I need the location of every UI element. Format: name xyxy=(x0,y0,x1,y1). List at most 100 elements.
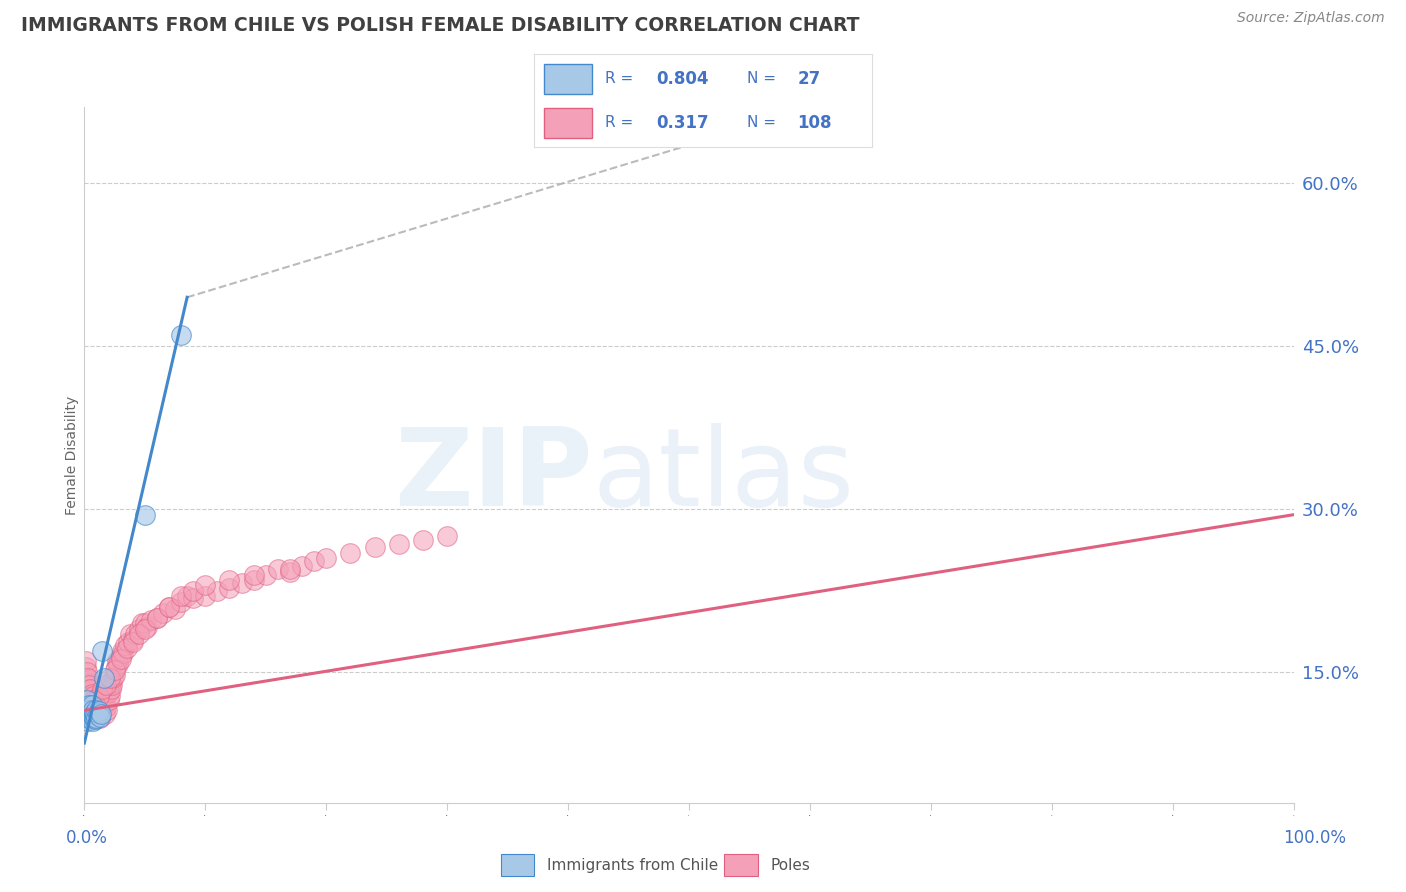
Point xyxy=(93,690,115,704)
Point xyxy=(94,696,117,710)
Point xyxy=(218,581,240,595)
Point xyxy=(91,681,114,696)
Point xyxy=(83,692,105,706)
Text: ZIP: ZIP xyxy=(394,423,592,529)
Point xyxy=(97,685,120,699)
Point xyxy=(80,710,103,724)
Text: 0.804: 0.804 xyxy=(655,70,709,87)
Point xyxy=(84,703,107,717)
Text: 27: 27 xyxy=(797,70,821,87)
Point xyxy=(388,537,411,551)
Point xyxy=(302,554,325,568)
Point xyxy=(79,681,101,696)
Point xyxy=(231,576,253,591)
FancyBboxPatch shape xyxy=(544,64,592,94)
Point xyxy=(82,703,104,717)
Point xyxy=(77,698,100,712)
Point xyxy=(152,606,174,620)
Point xyxy=(121,632,143,647)
Point xyxy=(79,712,101,726)
Point xyxy=(104,663,127,677)
Point xyxy=(111,643,134,657)
Point xyxy=(97,692,120,706)
Point xyxy=(110,652,132,666)
Text: N =: N = xyxy=(747,115,780,130)
Point xyxy=(75,660,97,674)
Point xyxy=(254,567,277,582)
Point xyxy=(136,620,159,634)
Point xyxy=(181,591,204,606)
Point xyxy=(98,690,121,704)
Point xyxy=(89,703,111,717)
Text: N =: N = xyxy=(747,71,780,87)
Point xyxy=(82,692,104,706)
Point xyxy=(94,706,117,721)
Y-axis label: Female Disability: Female Disability xyxy=(65,395,79,515)
Point xyxy=(134,508,156,522)
Point xyxy=(110,648,132,663)
Point xyxy=(107,657,129,671)
Point xyxy=(87,706,110,721)
Point xyxy=(267,562,290,576)
Point xyxy=(96,703,118,717)
Point xyxy=(80,698,103,712)
Text: 0.317: 0.317 xyxy=(655,114,709,132)
Point xyxy=(278,566,301,580)
Point xyxy=(120,627,142,641)
Text: R =: R = xyxy=(605,71,638,87)
Point xyxy=(84,711,107,725)
Point xyxy=(77,678,100,692)
Point xyxy=(242,573,264,587)
Point xyxy=(139,613,162,627)
Point xyxy=(115,641,138,656)
FancyBboxPatch shape xyxy=(724,855,758,876)
Point xyxy=(291,558,314,573)
Point xyxy=(100,676,122,690)
Point xyxy=(207,583,229,598)
Point xyxy=(87,698,110,712)
Point xyxy=(90,700,112,714)
Point xyxy=(100,681,122,696)
Point xyxy=(86,706,108,720)
Point xyxy=(86,703,108,717)
Point xyxy=(82,690,104,704)
Point xyxy=(84,706,107,721)
Point xyxy=(94,700,117,714)
Point xyxy=(94,687,117,701)
Point xyxy=(104,660,127,674)
Point xyxy=(86,700,108,714)
Text: 100.0%: 100.0% xyxy=(1284,829,1346,847)
Point xyxy=(83,708,105,723)
FancyBboxPatch shape xyxy=(544,108,592,138)
Point xyxy=(89,710,111,724)
Point xyxy=(77,671,100,685)
Point xyxy=(218,573,240,587)
Point xyxy=(86,700,108,714)
Point xyxy=(117,635,139,649)
Point xyxy=(436,529,458,543)
Point xyxy=(165,602,187,616)
Point xyxy=(134,616,156,631)
Point xyxy=(77,714,100,729)
Point xyxy=(86,706,108,721)
Text: Poles: Poles xyxy=(770,858,810,872)
Point xyxy=(90,706,112,721)
Point xyxy=(157,600,180,615)
Point xyxy=(83,698,105,712)
Point xyxy=(94,678,117,692)
Point xyxy=(80,687,103,701)
Point xyxy=(146,611,169,625)
Point xyxy=(91,703,114,717)
Text: Immigrants from Chile: Immigrants from Chile xyxy=(547,858,718,872)
Point xyxy=(84,698,107,712)
Point xyxy=(76,671,98,685)
Point xyxy=(90,706,112,721)
Point xyxy=(83,706,105,720)
Point xyxy=(170,595,193,609)
Point xyxy=(101,678,124,692)
Point xyxy=(103,671,125,685)
Point xyxy=(194,578,217,592)
Point xyxy=(339,546,361,560)
Point xyxy=(278,562,301,576)
Point xyxy=(181,583,204,598)
